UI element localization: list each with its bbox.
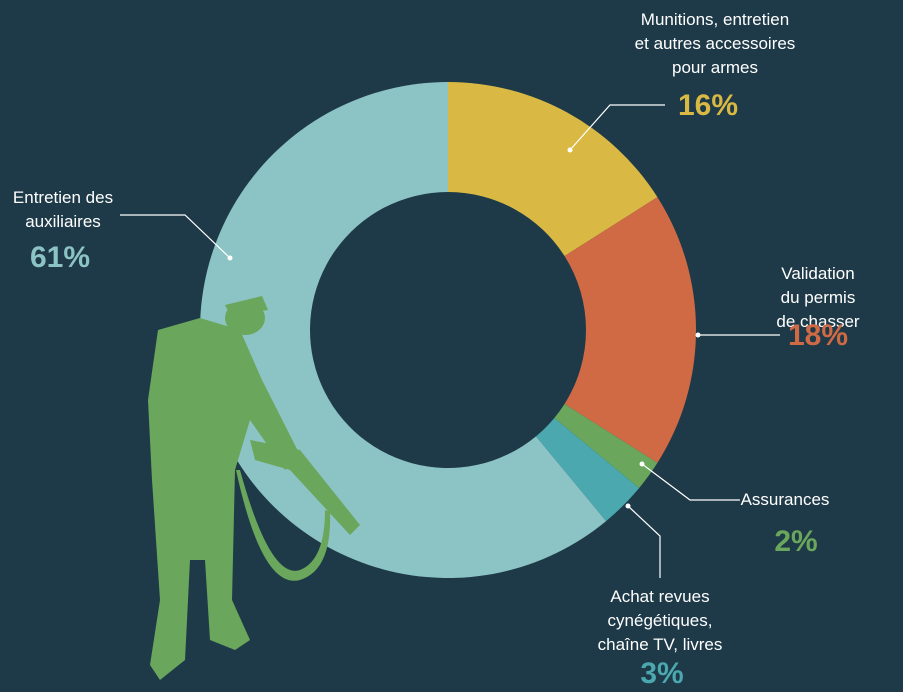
donut-slice <box>535 417 640 522</box>
value-label: 16% <box>677 89 739 122</box>
donut-slice <box>564 197 696 463</box>
value-label: 61% <box>29 241 91 274</box>
leader-dot <box>639 461 645 467</box>
category-label: Achat revues cynégétiques, chaîne TV, li… <box>597 587 723 654</box>
category-label: Entretien des auxiliaires <box>12 188 114 231</box>
leader-line <box>569 104 665 151</box>
leader-line <box>641 463 740 501</box>
leader-line <box>627 505 661 578</box>
donut-slice <box>554 403 658 489</box>
category-label: Validation du permis de chasser <box>776 264 860 331</box>
leader-line <box>120 214 231 259</box>
category-label: Munitions, entretien et autres accessoir… <box>634 10 796 77</box>
leader-dot <box>567 147 573 153</box>
hunter-silhouette <box>148 296 360 680</box>
leader-dots <box>227 147 701 509</box>
leader-dot <box>625 503 631 509</box>
leader-dot <box>227 255 233 261</box>
value-label: 18% <box>787 319 849 352</box>
leader-dot <box>695 332 701 338</box>
donut-slice <box>448 82 658 257</box>
value-label: 3% <box>640 657 684 690</box>
value-label: 2% <box>774 525 818 558</box>
leader-lines <box>120 104 780 578</box>
category-label: Assurances <box>740 490 830 509</box>
